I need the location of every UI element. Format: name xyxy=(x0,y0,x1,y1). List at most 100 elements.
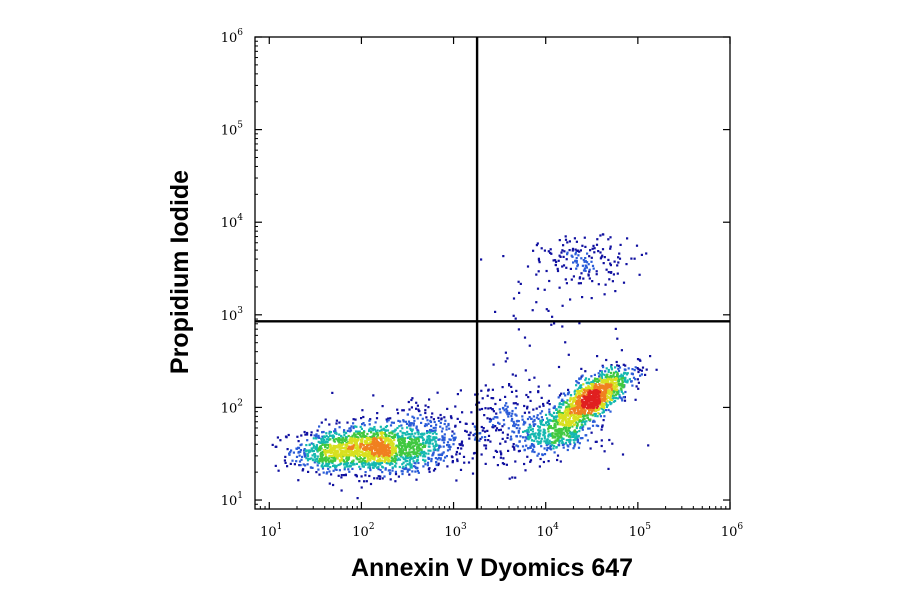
event-point xyxy=(538,405,541,408)
event-point xyxy=(607,271,610,274)
event-point xyxy=(548,439,551,442)
event-point xyxy=(564,442,568,445)
event-point xyxy=(473,438,477,441)
event-point xyxy=(408,463,411,466)
event-point xyxy=(330,456,333,459)
event-point xyxy=(531,309,534,312)
event-point xyxy=(537,452,540,455)
event-point xyxy=(582,411,585,414)
event-point xyxy=(558,254,561,257)
event-point xyxy=(583,421,586,424)
event-point xyxy=(600,390,603,393)
event-point xyxy=(565,405,568,408)
event-point xyxy=(524,421,527,424)
event-point xyxy=(344,473,347,476)
event-point xyxy=(596,380,599,383)
event-point xyxy=(619,243,622,246)
event-point xyxy=(558,427,561,430)
event-point xyxy=(424,440,428,443)
event-point xyxy=(618,366,622,369)
event-point xyxy=(592,244,595,247)
event-point xyxy=(515,427,518,430)
event-point xyxy=(274,464,277,467)
event-points xyxy=(271,233,658,500)
event-point xyxy=(343,466,346,469)
event-point xyxy=(350,454,354,457)
x-tick-label: 101 xyxy=(260,522,282,540)
event-point xyxy=(426,435,429,438)
event-point xyxy=(375,443,378,446)
event-point xyxy=(543,447,546,450)
event-point xyxy=(640,373,643,376)
event-point xyxy=(406,442,409,445)
event-point xyxy=(572,417,575,420)
event-point xyxy=(512,402,515,405)
event-point xyxy=(581,264,584,267)
event-point xyxy=(380,448,384,451)
event-point xyxy=(342,453,345,456)
event-point xyxy=(487,389,490,392)
event-point xyxy=(306,459,310,462)
event-point xyxy=(603,415,606,418)
event-point xyxy=(473,451,476,455)
event-point xyxy=(389,478,392,481)
event-point xyxy=(295,460,298,463)
event-point xyxy=(378,445,382,449)
event-point xyxy=(329,466,332,469)
event-point xyxy=(605,358,608,362)
event-point xyxy=(556,438,559,441)
event-point xyxy=(552,447,555,450)
event-point xyxy=(350,462,353,465)
event-point xyxy=(431,432,434,435)
event-point xyxy=(439,413,442,417)
event-point xyxy=(357,450,360,453)
event-point xyxy=(344,446,348,449)
event-point xyxy=(574,437,577,440)
event-point xyxy=(447,424,450,427)
event-point xyxy=(573,423,576,426)
event-point xyxy=(556,423,559,426)
event-point xyxy=(339,449,342,452)
event-point xyxy=(418,448,421,451)
event-point xyxy=(543,440,546,443)
event-point xyxy=(499,456,502,459)
event-point xyxy=(396,432,399,435)
event-point xyxy=(540,396,543,399)
event-point xyxy=(355,456,358,459)
event-point xyxy=(415,437,418,440)
event-point xyxy=(600,376,604,380)
event-point xyxy=(573,411,576,415)
event-point xyxy=(416,404,419,407)
event-point xyxy=(410,398,413,402)
event-point xyxy=(530,443,534,446)
x-tick-label: 106 xyxy=(721,522,744,540)
event-point xyxy=(358,458,361,461)
event-point xyxy=(596,391,599,394)
event-point xyxy=(603,403,606,406)
event-point xyxy=(577,411,580,414)
event-point xyxy=(589,406,592,409)
event-point xyxy=(561,398,564,401)
event-point xyxy=(435,436,438,440)
event-point xyxy=(515,389,518,392)
event-point xyxy=(543,423,546,427)
event-point xyxy=(356,450,359,453)
event-point xyxy=(597,407,600,410)
event-point xyxy=(526,435,530,438)
event-point xyxy=(575,267,578,270)
event-point xyxy=(575,261,578,264)
event-point xyxy=(359,433,362,436)
event-point xyxy=(569,412,572,415)
event-point xyxy=(555,412,559,415)
event-point xyxy=(480,389,483,392)
event-point xyxy=(622,377,625,380)
event-point xyxy=(540,437,543,440)
event-point xyxy=(341,441,344,445)
event-point xyxy=(510,419,513,422)
event-point xyxy=(542,404,545,407)
event-point xyxy=(381,471,384,474)
event-point xyxy=(329,449,332,452)
event-point xyxy=(402,419,405,422)
event-point xyxy=(577,446,581,449)
event-point xyxy=(452,443,455,446)
